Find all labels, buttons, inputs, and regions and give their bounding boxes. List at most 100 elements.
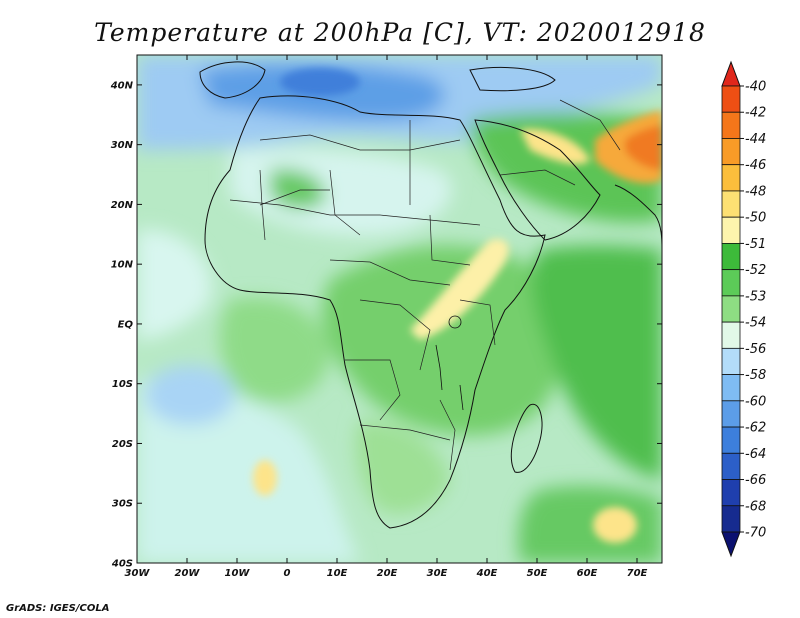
iberia-coastline [199,61,266,99]
colorbar-swatch [721,190,741,218]
colorbar-label: -51 [745,237,766,252]
map-frame [136,54,663,564]
lon-tick-label: 60E [577,568,598,579]
turkey-coastline [469,66,556,92]
field-sahara-green [270,169,326,210]
field-atlantic-yellow [253,460,277,496]
field-south-atlantic-blue [145,365,235,425]
colorbar: -40 -42 -44 -46 -48 -50 -51 -52 -53 -54 -56 -58 -60 -… [721,60,766,558]
colorbar-label: -46 [745,158,766,173]
border-angola [345,359,401,421]
field-west-green [219,297,330,403]
lon-tick-label: 0 [284,568,291,579]
border-iran [559,99,621,151]
border-sahel [229,199,481,226]
colorbar-label: -62 [745,421,766,436]
colorbar-swatch [721,479,741,507]
lon-tick-label: 30W [125,568,151,579]
map-title: Temperature at 200hPa [C], VT: 202001291… [94,18,706,47]
lake-malawi [459,384,464,411]
colorbar-label: -44 [745,132,766,147]
colorbar-swatch [721,243,741,271]
colorbar-label: -48 [745,184,766,199]
lat-tick-label: 20N [111,200,134,211]
colorbar-swatch [721,269,741,297]
colorbar-label: -68 [745,499,766,514]
border-mozambique [439,399,456,471]
country-borders [229,99,621,471]
colorbar-label: -56 [745,342,766,357]
border-east [459,299,496,346]
lon-tick-label: 30E [427,568,448,579]
colorbar-swatch [721,400,741,428]
border-central [329,259,451,286]
border-sudan [429,214,471,266]
colorbar-label: -42 [745,106,766,121]
lat-tick-label: 20S [112,439,133,450]
colorbar-label: -70 [745,526,766,541]
madagascar-coastline [510,403,543,473]
coastlines [199,61,662,529]
field-indian-ocean-green [531,245,662,480]
colorbar-bottom-triangle [721,531,741,558]
lon-tick-label: 20W [175,568,201,579]
field-pakistan-hot [625,125,662,170]
border-congo [359,299,431,371]
colorbar-label: -40 [745,80,766,95]
lat-tick-label: 30S [112,499,133,510]
colorbar-label: -54 [745,316,766,331]
field-west-ocean-light [137,229,212,340]
colorbar-swatch [721,426,741,454]
colorbar-label: -60 [745,394,766,409]
lon-tick-label: 50E [527,568,548,579]
colorbar-swatch [721,295,741,323]
lake-tanganyika [435,344,443,391]
arabia-coastline [474,119,601,241]
colorbar-swatch [721,164,741,192]
lat-tick-label: 40N [110,80,134,91]
colorbar-swatch [721,216,741,244]
border-west-africa [259,169,266,241]
colorbar-swatch [721,111,741,139]
colorbar-swatch [721,505,741,533]
colorbar-swatch [721,138,741,166]
colorbar-label: -52 [745,263,766,278]
lake-victoria [448,315,462,329]
border-arabia-1 [499,169,576,186]
colorbar-label: -53 [745,289,766,304]
colorbar-label: -50 [745,211,766,226]
border-mali [259,189,330,206]
colorbar-label: -58 [745,368,766,383]
field-east-africa-yellow [410,239,509,340]
lat-tick-label: 30N [111,140,134,151]
lat-tick-label: EQ [118,319,134,330]
africa-coastline [204,95,546,529]
lon-tick-label: 10W [225,568,251,579]
lon-tick-label: 40E [476,568,498,579]
border-chad-niger [329,169,361,236]
field-central-green [322,245,565,436]
credit-text: GrADS: IGES/COLA [6,603,110,614]
field-se-ocean-yellow [593,507,637,543]
lakes [435,315,464,411]
longitude-ticks: 30W 20W 10W 0 10E 20E 30E 40E 50E 60E 70E [125,55,648,579]
border-north-africa [259,134,461,151]
colorbar-swatch [721,452,741,480]
colorbar-swatch [721,85,741,113]
colorbar-swatch [721,347,741,375]
border-south [359,424,451,441]
temperature-field [137,55,662,563]
lon-tick-label: 70E [627,568,648,579]
colorbar-label: -64 [745,447,766,462]
colorbar-swatch [721,321,741,349]
field-southeast-green [518,485,662,563]
field-south-africa-green [356,420,450,514]
colorbar-label: -66 [745,473,766,488]
lon-tick-label: 20E [377,568,398,579]
lat-tick-label: 10S [112,379,133,390]
lat-tick-label: 40S [111,559,133,570]
latitude-ticks: 40N 30N 20N 10N EQ 10S 20S 30S 40S [110,80,662,570]
lat-tick-label: 10N [111,260,134,271]
colorbar-top-triangle [721,60,741,87]
